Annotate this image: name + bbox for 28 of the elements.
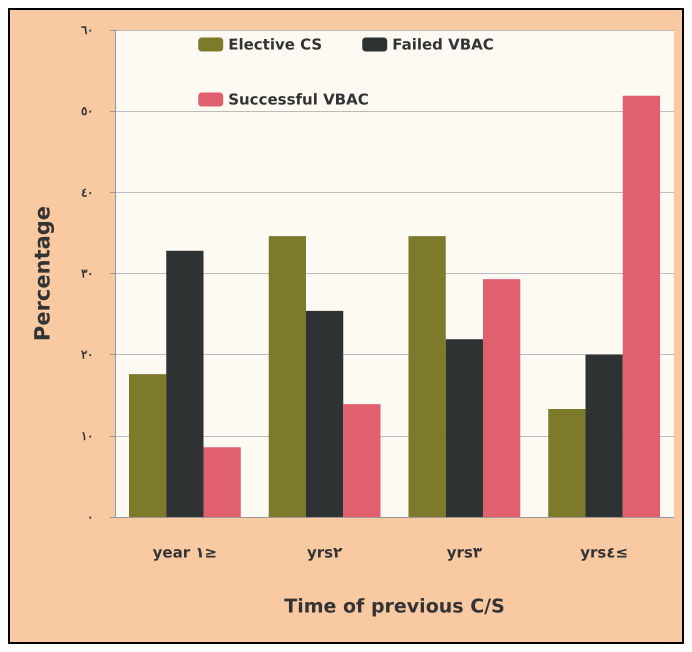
y-tick-label: ٢٠ [81,348,93,362]
bar [128,374,166,517]
legend-label: Failed VBAC [392,36,494,54]
x-tick-label: yrs٢ [306,544,342,562]
bar [548,409,586,517]
y-axis-title: Percentage [30,206,54,342]
y-tick-label: ١٠ [81,428,93,443]
bar [268,236,306,517]
x-tick-label: year ١≥ [152,544,218,562]
legend-label: Successful VBAC [228,90,369,108]
x-tick-label: yrs٣ [446,544,482,562]
x-axis-title: Time of previous C/S [284,596,505,618]
bar [622,96,660,517]
y-tick-label: ٠ [87,510,93,524]
bar [166,250,204,517]
y-tick-label: ٥٠ [81,104,93,118]
bar [204,447,241,517]
x-tick-label: yrs٤≤ [580,544,628,562]
y-tick-label: ٤٠ [81,185,93,200]
bar [408,236,446,517]
bar [306,310,344,517]
legend-label: Elective CS [228,36,322,54]
bar [483,279,520,517]
bar [585,354,623,517]
y-tick-label: ٦٠ [81,23,93,37]
bar [446,339,484,517]
bar [343,404,381,517]
y-tick-label: ٣٠ [81,266,93,280]
